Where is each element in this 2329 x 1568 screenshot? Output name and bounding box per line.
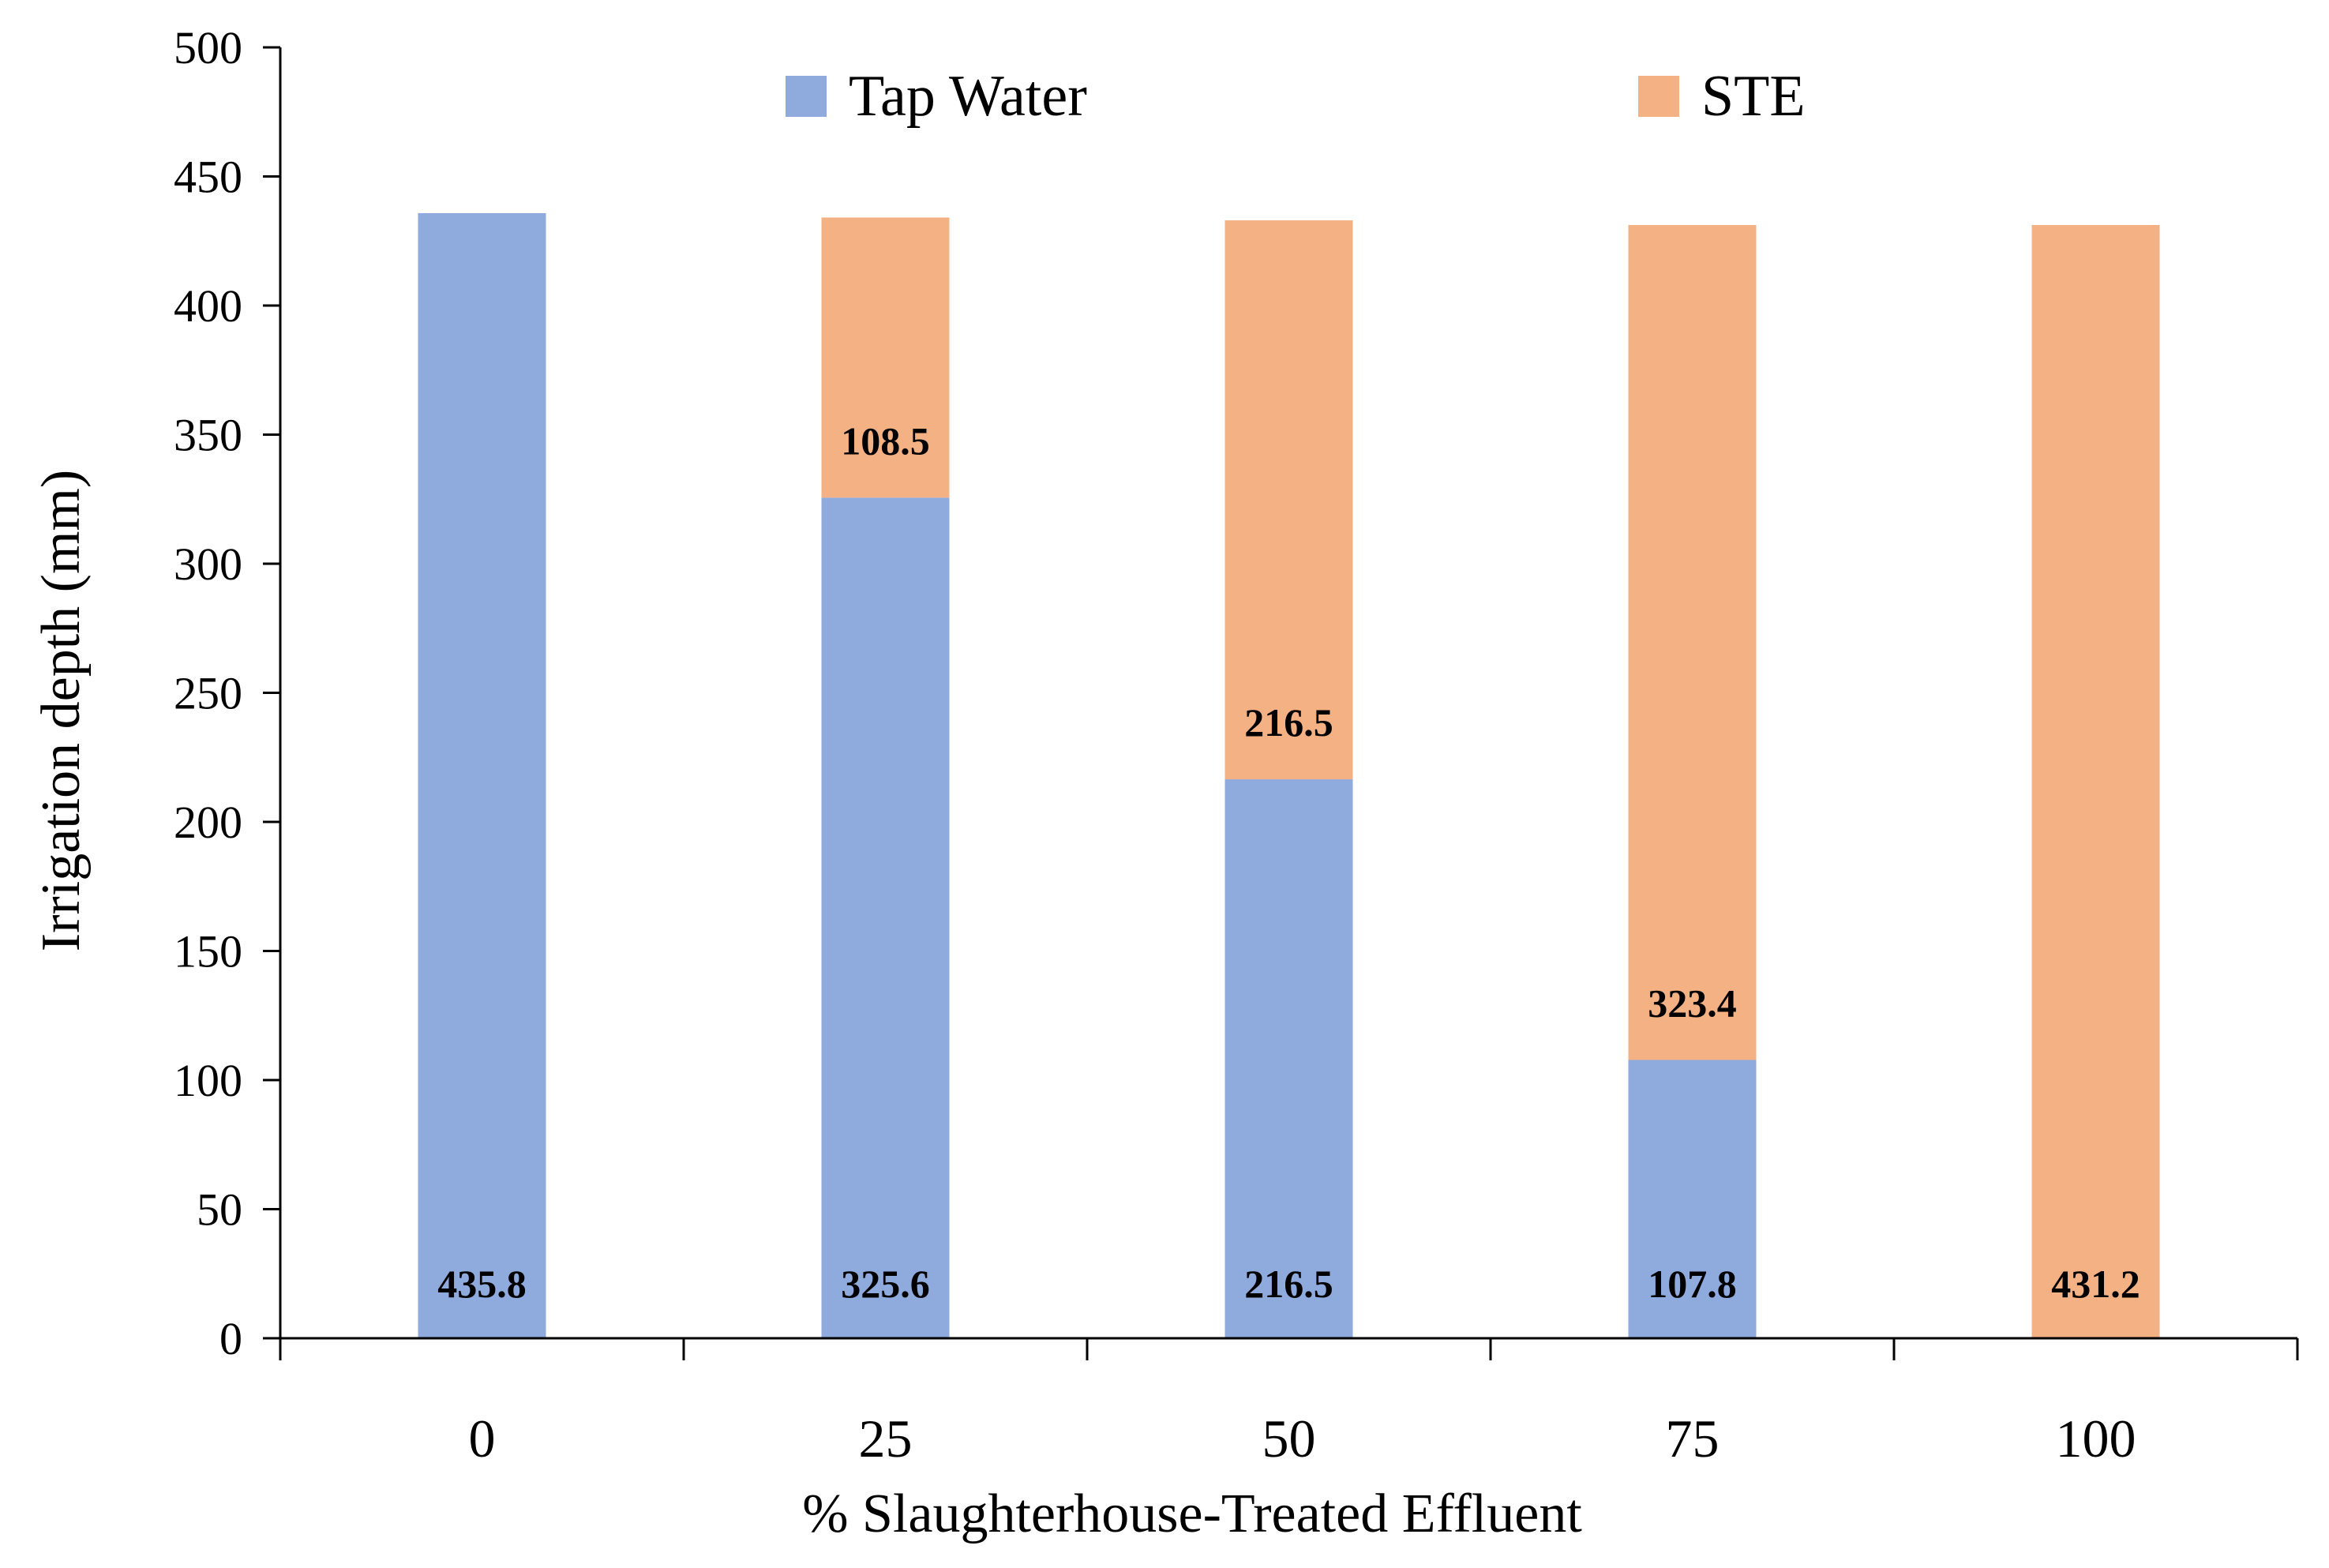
y-tick-label-0: 0 — [219, 1313, 242, 1364]
bar-tap-water-25 — [821, 497, 950, 1338]
x-tick-label-50: 50 — [1262, 1409, 1316, 1469]
data-label-ste-25: 108.5 — [841, 418, 930, 463]
legend-swatch-tap-water — [786, 76, 827, 117]
bar-tap-water-75 — [1628, 1060, 1757, 1338]
x-axis-title: % Slaughterhouse-Treated Effluent — [802, 1484, 1582, 1544]
y-tick-label-200: 200 — [174, 797, 242, 848]
y-tick-label-350: 350 — [174, 410, 242, 461]
legend-label-tap-water: Tap Water — [849, 64, 1087, 129]
y-tick-label-250: 250 — [174, 668, 242, 719]
data-label-ste-100: 431.2 — [2051, 1262, 2140, 1306]
y-tick-label-50: 50 — [197, 1184, 242, 1236]
x-tick-label-75: 75 — [1666, 1409, 1720, 1469]
y-tick-label-150: 150 — [174, 926, 242, 977]
data-label-tap-water-25: 325.6 — [841, 1262, 930, 1306]
bar-ste-25 — [821, 217, 950, 498]
bar-ste-100 — [2031, 224, 2160, 1338]
legend-label-ste: STE — [1701, 64, 1806, 129]
y-axis-title: Irrigation depth (mm) — [31, 470, 92, 951]
x-tick-label-0: 0 — [469, 1409, 496, 1469]
x-tick-label-100: 100 — [2056, 1409, 2136, 1469]
legend: Tap Water STE — [786, 64, 1806, 129]
axes-layer: 0 50 100 150 200 250 300 350 400 450 500 — [174, 22, 2299, 1364]
data-label-tap-water-75: 107.8 — [1648, 1262, 1737, 1306]
data-label-tap-water-50: 216.5 — [1244, 1262, 1333, 1306]
bar-ste-50 — [1225, 220, 1353, 780]
bar-ste-75 — [1628, 224, 1757, 1060]
data-label-ste-50: 216.5 — [1244, 700, 1333, 745]
labels-layer: 435.8 0 325.6 108.5 25 216.5 216.5 50 107.8 323.4… — [437, 418, 2140, 1469]
bar-tap-water-50 — [1225, 779, 1353, 1338]
legend-swatch-ste — [1638, 76, 1679, 117]
y-tick-label-450: 450 — [174, 152, 242, 203]
data-label-ste-75: 323.4 — [1648, 981, 1737, 1025]
y-tick-label-500: 500 — [174, 22, 242, 73]
data-label-tap-water-0: 435.8 — [437, 1262, 527, 1306]
x-tick-label-25: 25 — [859, 1409, 913, 1469]
bar-tap-water-0 — [418, 212, 546, 1339]
y-tick-label-300: 300 — [174, 538, 242, 590]
y-tick-label-100: 100 — [174, 1055, 242, 1106]
bars-layer — [418, 212, 2160, 1339]
y-tick-label-400: 400 — [174, 280, 242, 332]
